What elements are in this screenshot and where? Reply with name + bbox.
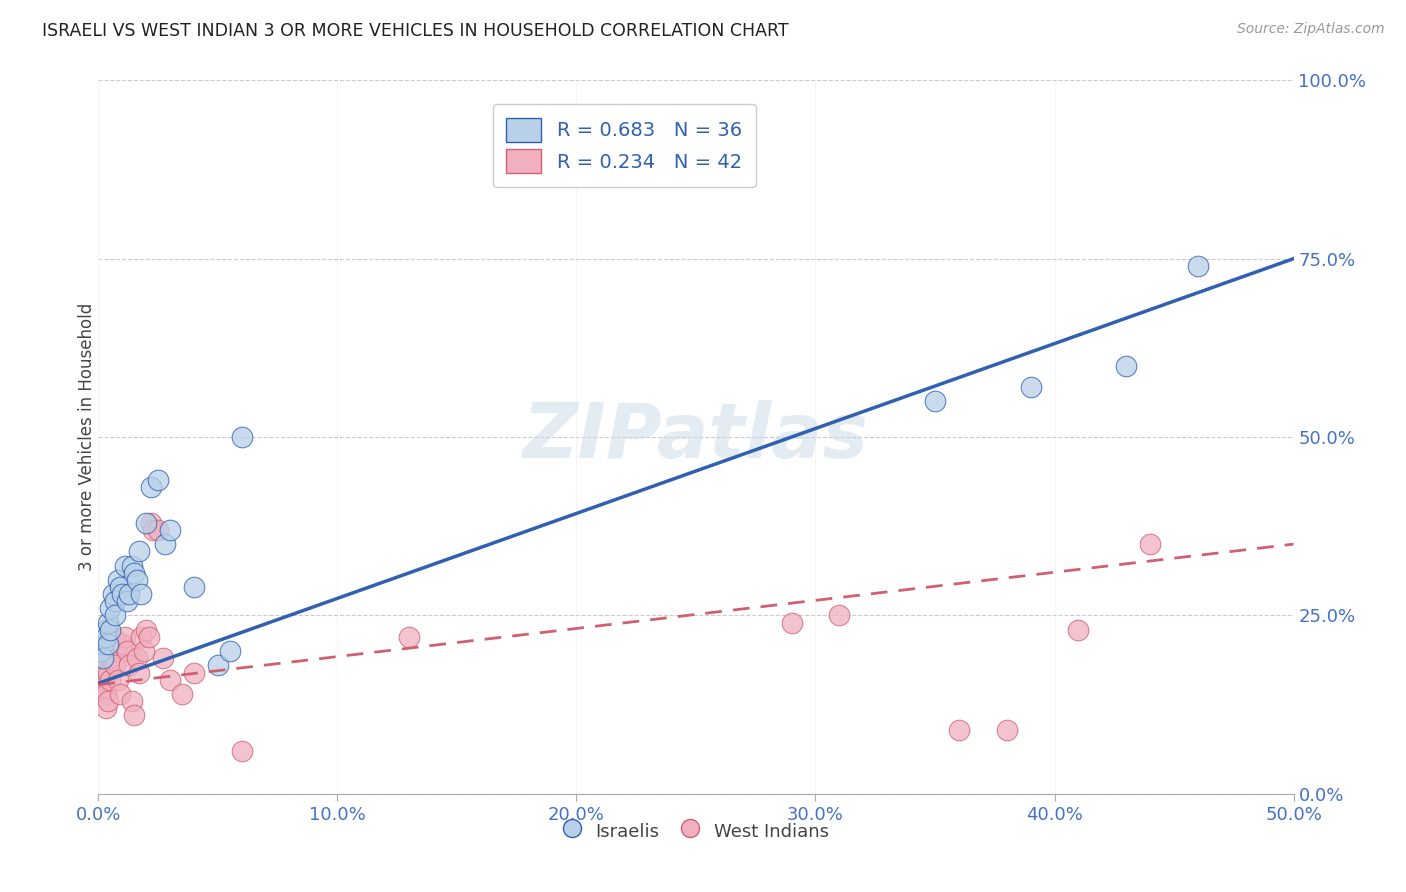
Point xyxy=(111,587,134,601)
Point xyxy=(97,615,120,630)
Point xyxy=(780,615,803,630)
Point xyxy=(148,473,170,487)
Point xyxy=(152,651,174,665)
Point xyxy=(124,708,146,723)
Point xyxy=(91,637,114,651)
Point xyxy=(138,630,160,644)
Point xyxy=(94,623,117,637)
Y-axis label: 3 or more Vehicles in Household: 3 or more Vehicles in Household xyxy=(79,303,96,571)
Point xyxy=(104,658,127,673)
Point xyxy=(159,523,181,537)
Point xyxy=(97,694,120,708)
Point xyxy=(98,673,122,687)
Point xyxy=(124,566,146,580)
Point xyxy=(219,644,242,658)
Point xyxy=(139,480,162,494)
Text: ISRAELI VS WEST INDIAN 3 OR MORE VEHICLES IN HOUSEHOLD CORRELATION CHART: ISRAELI VS WEST INDIAN 3 OR MORE VEHICLE… xyxy=(42,22,789,40)
Point xyxy=(159,673,181,687)
Point xyxy=(108,687,131,701)
Point xyxy=(948,723,970,737)
Point xyxy=(1067,623,1090,637)
Point xyxy=(128,544,150,558)
Point xyxy=(135,623,157,637)
Point xyxy=(97,665,120,680)
Point xyxy=(155,537,177,551)
Point xyxy=(231,744,253,758)
Point xyxy=(107,573,129,587)
Point xyxy=(118,587,141,601)
Point xyxy=(172,687,194,701)
Point xyxy=(128,665,150,680)
Point xyxy=(91,658,114,673)
Point xyxy=(183,580,205,594)
Point xyxy=(125,573,148,587)
Point xyxy=(398,630,420,644)
Point xyxy=(1187,259,1209,273)
Point xyxy=(97,637,120,651)
Point xyxy=(104,608,127,623)
Point xyxy=(828,608,851,623)
Point xyxy=(101,630,124,644)
Point xyxy=(107,673,129,687)
Point xyxy=(131,630,153,644)
Point xyxy=(98,623,122,637)
Point xyxy=(94,701,117,715)
Point xyxy=(94,687,117,701)
Point xyxy=(1139,537,1161,551)
Point xyxy=(139,516,162,530)
Point xyxy=(90,651,112,665)
Point xyxy=(104,644,127,658)
Text: Source: ZipAtlas.com: Source: ZipAtlas.com xyxy=(1237,22,1385,37)
Point xyxy=(108,580,131,594)
Point xyxy=(118,658,141,673)
Point xyxy=(98,651,122,665)
Point xyxy=(115,644,138,658)
Point xyxy=(90,673,112,687)
Point xyxy=(98,601,122,615)
Point xyxy=(207,658,229,673)
Legend: Israelis, West Indians: Israelis, West Indians xyxy=(555,813,837,849)
Point xyxy=(111,637,134,651)
Point xyxy=(131,587,153,601)
Point xyxy=(1115,359,1137,373)
Point xyxy=(94,630,117,644)
Point xyxy=(114,558,136,573)
Point xyxy=(104,594,127,608)
Point xyxy=(101,587,124,601)
Point xyxy=(924,394,946,409)
Point xyxy=(114,630,136,644)
Point xyxy=(90,644,112,658)
Point xyxy=(91,680,114,694)
Point xyxy=(91,651,114,665)
Point xyxy=(121,694,143,708)
Point xyxy=(132,644,155,658)
Point xyxy=(231,430,253,444)
Point xyxy=(121,558,143,573)
Point xyxy=(183,665,205,680)
Point xyxy=(142,523,165,537)
Point xyxy=(115,594,138,608)
Point xyxy=(135,516,157,530)
Point xyxy=(125,651,148,665)
Point xyxy=(148,523,170,537)
Point xyxy=(995,723,1018,737)
Text: ZIPatlas: ZIPatlas xyxy=(523,401,869,474)
Point xyxy=(1019,380,1042,394)
